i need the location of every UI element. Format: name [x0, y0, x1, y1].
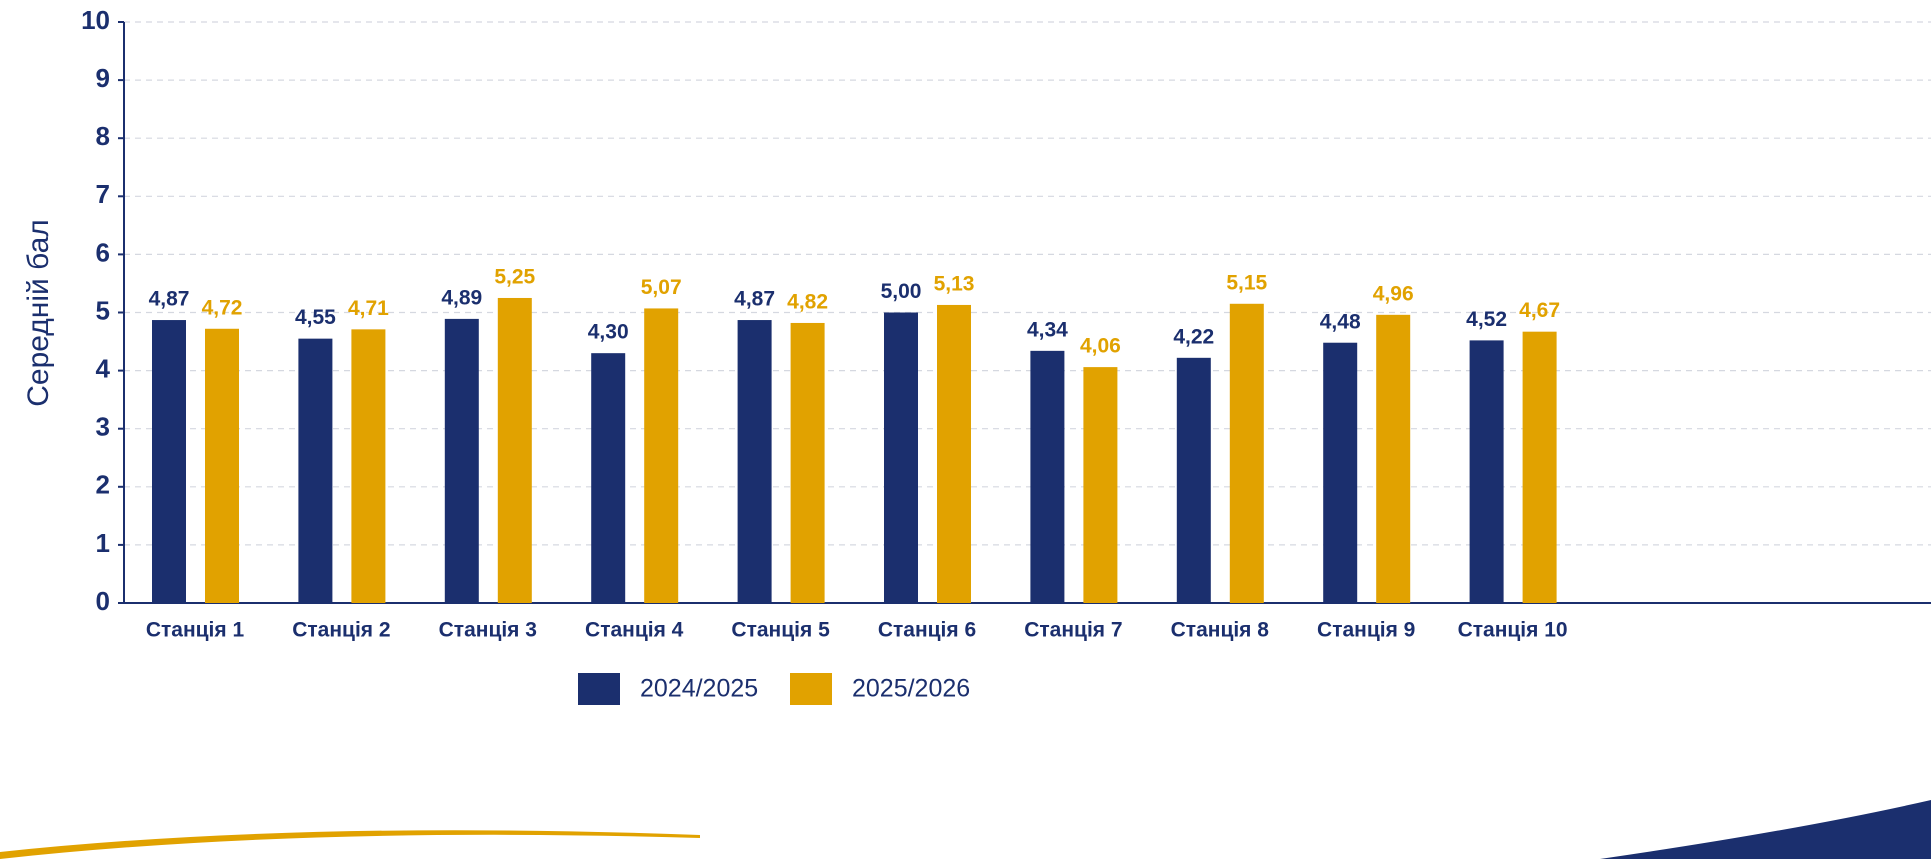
data-label: 4,55: [295, 306, 336, 329]
bar: [937, 304, 971, 603]
bar: [1083, 367, 1118, 603]
y-tick-label: 2: [96, 470, 110, 500]
data-label: 4,87: [149, 288, 190, 311]
decoration: [1600, 800, 1931, 859]
data-label: 4,06: [1080, 335, 1121, 358]
bar: [351, 329, 386, 603]
bar: [1229, 303, 1264, 603]
legend-swatch: [790, 673, 832, 705]
bar: [1176, 357, 1211, 603]
x-tick-label: Станція 1: [146, 619, 245, 642]
data-label: 4,30: [588, 321, 629, 344]
bar: [497, 297, 532, 603]
y-tick-label: 3: [96, 412, 110, 442]
x-tick-label: Станція 10: [1458, 619, 1568, 642]
data-label: 4,48: [1320, 310, 1361, 333]
data-label: 4,34: [1027, 318, 1068, 341]
bar: [298, 338, 333, 603]
x-tick-label: Станція 6: [878, 619, 976, 642]
data-label: 4,67: [1519, 299, 1560, 322]
bar: [444, 318, 479, 603]
decoration: [0, 830, 700, 859]
y-tick-label: 4: [96, 353, 111, 383]
bar: [884, 312, 918, 603]
data-label: 5,13: [934, 272, 975, 295]
data-label: 4,89: [441, 286, 482, 309]
x-tick-label: Станція 8: [1171, 619, 1270, 642]
data-label: 4,82: [787, 291, 828, 314]
y-tick-label: 8: [96, 121, 110, 151]
bar: [152, 320, 186, 603]
data-label: 5,07: [641, 276, 682, 299]
y-tick-label: 9: [96, 63, 110, 93]
legend-swatch: [578, 673, 620, 705]
bar: [205, 328, 239, 603]
bar: [591, 353, 626, 603]
y-tick-label: 7: [96, 179, 110, 209]
y-tick-label: 6: [96, 237, 110, 267]
x-tick-label: Станція 9: [1317, 619, 1415, 642]
data-label: 4,72: [202, 296, 243, 319]
bar: [790, 322, 825, 603]
y-tick-label: 5: [96, 295, 110, 325]
y-tick-label: 0: [96, 586, 110, 616]
data-label: 5,25: [494, 266, 535, 289]
data-label: 5,15: [1226, 271, 1267, 294]
x-tick-label: Станція 3: [439, 619, 537, 642]
data-label: 4,96: [1373, 282, 1414, 305]
x-tick-label: Станція 2: [292, 619, 390, 642]
legend-label: 2025/2026: [852, 675, 970, 703]
bar: [1030, 350, 1065, 603]
data-label: 4,52: [1466, 308, 1507, 331]
data-label: 4,71: [348, 297, 389, 320]
data-label: 4,22: [1173, 325, 1214, 348]
bar: [644, 308, 679, 603]
y-tick-label: 1: [96, 528, 110, 558]
x-tick-label: Станція 5: [731, 619, 830, 642]
y-tick-label: 10: [81, 5, 110, 35]
bar: [1469, 340, 1504, 603]
y-axis-label: Середній бал: [22, 219, 55, 407]
bar: [1376, 314, 1411, 603]
x-tick-label: Станція 4: [585, 619, 684, 642]
x-tick-label: Станція 7: [1024, 619, 1122, 642]
bar: [1522, 331, 1557, 603]
data-label: 4,87: [734, 288, 775, 311]
bar: [1323, 342, 1358, 603]
bar: [737, 320, 772, 603]
legend-label: 2024/2025: [640, 675, 758, 703]
data-label: 5,00: [881, 280, 922, 303]
